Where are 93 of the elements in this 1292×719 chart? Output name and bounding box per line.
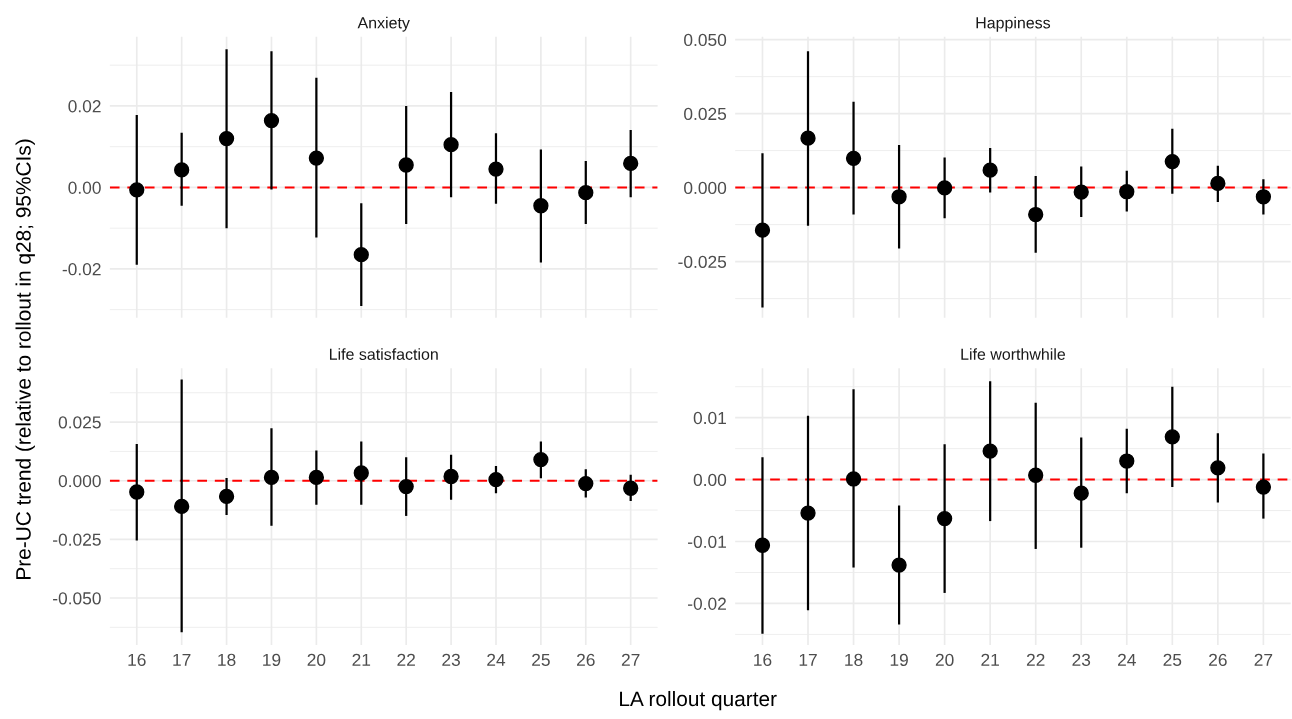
point [174,498,190,514]
x-tick-label: 22 [397,653,415,666]
y-tick-label: 0.025 [684,107,727,121]
point [1255,189,1272,205]
y-tick-label: 0.050 [684,33,727,47]
point [488,161,504,177]
point [1164,153,1180,170]
point [754,537,771,553]
point [398,478,414,495]
point [1028,206,1044,223]
x-tick-label: 25 [532,653,550,667]
x-tick-label: 27 [621,653,640,666]
x-tick-label: 18 [845,653,863,667]
chart-title: Anxiety [357,16,410,32]
point [800,130,816,146]
point [891,189,907,205]
y-tick-label: -0.050 [53,592,101,605]
x-tick-label: 19 [263,653,281,667]
point [936,180,953,196]
y-tick-label: 0.00 [693,473,727,487]
point [129,182,145,198]
point [353,247,369,263]
point [174,162,190,178]
x-tick-label: 16 [128,653,146,667]
y-tick-label: 0.025 [58,416,101,429]
chart-title: Life satisfaction [329,348,438,360]
point [1073,184,1089,200]
x-tick-label: 22 [1026,653,1045,666]
point [1119,184,1135,200]
x-tick-label: 25 [1163,653,1182,667]
point [488,471,504,488]
point [533,198,549,214]
y-tick-label: -0.025 [53,533,101,546]
point [1119,453,1135,469]
y-tick-label: 0.000 [58,474,101,488]
point [754,222,771,238]
point [443,468,459,485]
point [263,112,280,129]
point [578,185,594,201]
x-tick-label: 19 [890,653,908,667]
x-tick-label: 23 [442,653,460,667]
point [936,510,953,527]
y-tick-label: 0.00 [68,181,101,194]
y-axis-title: Pre-UC trend (relative to rollout in q28; 95%CIs) [15,139,35,579]
y-tick-label: -0.02 [62,263,101,276]
x-tick-label: 18 [218,653,236,667]
x-tick-label: 23 [1072,653,1091,667]
x-tick-label: 21 [981,653,999,666]
point [263,469,280,486]
point [845,150,862,166]
point [1210,175,1226,192]
point [533,451,549,468]
point [800,505,816,521]
y-tick-label: -0.025 [678,255,727,269]
x-tick-label: 26 [577,653,595,667]
x-axis-title: LA rollout quarter [620,690,777,711]
x-tick-label: 24 [487,653,506,666]
point [308,469,325,486]
y-tick-label: -0.01 [688,535,726,548]
point [578,475,594,492]
point [129,484,145,500]
point [891,557,907,573]
chart-title: Life worthwhile [961,348,1066,360]
y-tick-label: -0.02 [688,597,726,610]
point [623,155,639,172]
point [218,130,235,147]
point [623,480,639,496]
point [353,465,369,481]
y-tick-label: 0.02 [68,100,101,113]
point [1164,429,1180,445]
chart-title: Happiness [976,16,1051,32]
point [308,150,325,166]
point [1028,467,1044,483]
point [1255,479,1272,495]
x-tick-label: 21 [352,653,371,666]
point [398,157,414,173]
point [982,162,998,178]
x-tick-label: 17 [799,653,817,666]
x-tick-label: 17 [173,653,191,666]
x-tick-label: 26 [1209,653,1227,667]
x-tick-label: 27 [1254,653,1273,666]
point [845,471,862,487]
x-tick-label: 20 [935,653,954,667]
point [218,488,235,505]
point [1210,460,1226,476]
point [1073,485,1089,501]
point [443,136,459,153]
y-tick-label: 0.000 [684,181,727,195]
x-tick-label: 24 [1117,653,1136,666]
point [982,443,998,459]
x-tick-label: 20 [307,653,326,667]
x-tick-label: 16 [754,653,772,667]
y-tick-label: 0.01 [693,411,726,425]
